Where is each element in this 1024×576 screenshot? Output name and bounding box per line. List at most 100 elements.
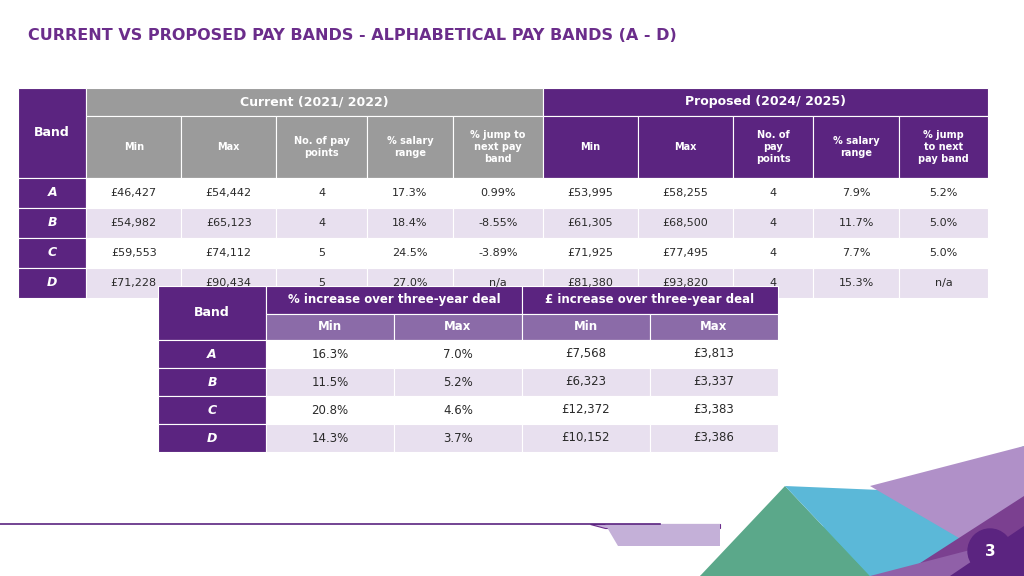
Text: D: D xyxy=(207,431,217,445)
Text: Min: Min xyxy=(317,320,342,334)
Text: 4: 4 xyxy=(769,218,776,228)
Bar xyxy=(899,208,988,238)
Bar xyxy=(453,208,543,238)
Bar xyxy=(181,268,276,298)
Text: 3: 3 xyxy=(985,544,995,559)
Text: 16.3%: 16.3% xyxy=(311,347,348,361)
Bar xyxy=(733,116,813,178)
Bar xyxy=(266,314,394,340)
Bar xyxy=(266,286,522,314)
Bar xyxy=(18,178,86,208)
Text: % increase over three-year deal: % increase over three-year deal xyxy=(288,294,501,306)
Bar xyxy=(733,208,813,238)
Bar xyxy=(522,368,650,396)
Bar xyxy=(899,116,988,178)
Text: % salary
range: % salary range xyxy=(833,136,880,158)
Polygon shape xyxy=(785,486,1024,576)
Text: n/a: n/a xyxy=(935,278,952,288)
Text: £12,372: £12,372 xyxy=(562,404,610,416)
Text: £74,112: £74,112 xyxy=(206,248,252,258)
Bar xyxy=(453,116,543,178)
Text: A: A xyxy=(207,347,217,361)
Bar xyxy=(394,314,522,340)
Bar xyxy=(394,424,522,452)
Text: 15.3%: 15.3% xyxy=(839,278,873,288)
Text: 20.8%: 20.8% xyxy=(311,404,348,416)
Text: % salary
range: % salary range xyxy=(387,136,433,158)
Text: £3,813: £3,813 xyxy=(693,347,734,361)
Bar xyxy=(453,178,543,208)
Bar xyxy=(638,238,733,268)
Text: £59,553: £59,553 xyxy=(111,248,157,258)
Bar xyxy=(650,340,778,368)
Text: 4: 4 xyxy=(769,278,776,288)
Text: Current (2021/ 2022): Current (2021/ 2022) xyxy=(241,96,389,108)
Text: £53,995: £53,995 xyxy=(567,188,613,198)
Text: 0.99%: 0.99% xyxy=(480,188,515,198)
Bar xyxy=(638,268,733,298)
Bar xyxy=(453,238,543,268)
Text: £3,383: £3,383 xyxy=(693,404,734,416)
Text: CURRENT VS PROPOSED PAY BANDS - ALPHABETICAL PAY BANDS (A - D): CURRENT VS PROPOSED PAY BANDS - ALPHABET… xyxy=(28,28,677,43)
Text: £77,495: £77,495 xyxy=(663,248,709,258)
Text: 17.3%: 17.3% xyxy=(392,188,428,198)
Bar xyxy=(181,178,276,208)
Text: Max: Max xyxy=(674,142,696,152)
Text: 4.6%: 4.6% xyxy=(443,404,473,416)
Bar xyxy=(368,238,453,268)
Text: 4: 4 xyxy=(318,188,326,198)
Bar xyxy=(158,396,266,424)
Bar xyxy=(543,268,638,298)
Text: £68,500: £68,500 xyxy=(663,218,709,228)
Text: % jump to
next pay
band: % jump to next pay band xyxy=(470,130,525,164)
Text: -3.89%: -3.89% xyxy=(478,248,517,258)
Text: £90,434: £90,434 xyxy=(206,278,252,288)
Text: £3,386: £3,386 xyxy=(693,431,734,445)
Bar xyxy=(650,314,778,340)
Bar xyxy=(543,238,638,268)
Bar xyxy=(18,268,86,298)
Text: 14.3%: 14.3% xyxy=(311,431,348,445)
Text: £7,568: £7,568 xyxy=(565,347,606,361)
Text: n/a: n/a xyxy=(488,278,507,288)
Text: 4: 4 xyxy=(318,218,326,228)
Bar xyxy=(181,116,276,178)
Bar xyxy=(522,424,650,452)
Bar xyxy=(733,238,813,268)
Bar xyxy=(276,116,368,178)
Bar xyxy=(813,238,899,268)
Bar xyxy=(158,340,266,368)
Text: -8.55%: -8.55% xyxy=(478,218,517,228)
Bar xyxy=(813,116,899,178)
Text: £81,380: £81,380 xyxy=(567,278,613,288)
Text: % jump
to next
pay band: % jump to next pay band xyxy=(919,130,969,164)
Text: £61,305: £61,305 xyxy=(567,218,613,228)
Text: Max: Max xyxy=(217,142,240,152)
Text: Max: Max xyxy=(700,320,728,334)
Polygon shape xyxy=(870,536,1024,576)
Bar xyxy=(368,116,453,178)
Bar xyxy=(368,178,453,208)
Text: 3.7%: 3.7% xyxy=(443,431,473,445)
Bar xyxy=(276,268,368,298)
Bar xyxy=(18,238,86,268)
Bar xyxy=(181,238,276,268)
Text: 11.7%: 11.7% xyxy=(839,218,873,228)
Text: Min: Min xyxy=(124,142,143,152)
Bar xyxy=(86,116,181,178)
Polygon shape xyxy=(700,446,1024,576)
Bar xyxy=(266,396,394,424)
Bar xyxy=(522,286,778,314)
Bar xyxy=(543,116,638,178)
Bar xyxy=(813,268,899,298)
Text: 27.0%: 27.0% xyxy=(392,278,428,288)
Bar xyxy=(522,396,650,424)
Bar xyxy=(266,424,394,452)
Bar xyxy=(266,340,394,368)
Bar xyxy=(543,88,988,116)
Text: 11.5%: 11.5% xyxy=(311,376,348,388)
Bar xyxy=(394,396,522,424)
Bar xyxy=(543,208,638,238)
Bar xyxy=(650,396,778,424)
Text: B: B xyxy=(207,376,217,388)
